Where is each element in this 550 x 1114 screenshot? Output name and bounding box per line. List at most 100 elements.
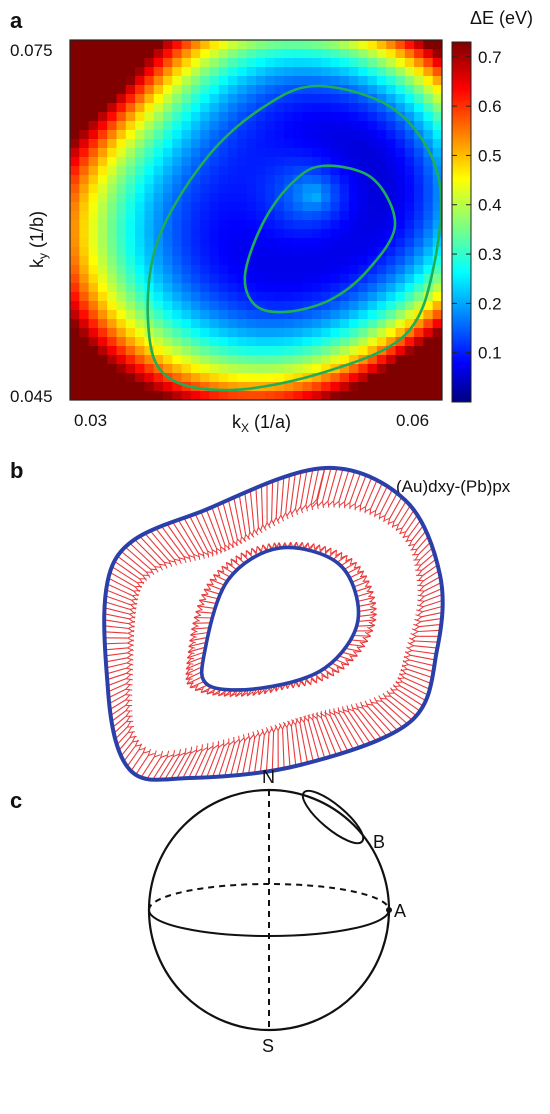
heatmap-cell [423, 139, 434, 149]
spin-arrow [414, 552, 435, 571]
heatmap-cell [107, 58, 118, 68]
heatmap-cell [339, 49, 350, 59]
spin-arrow [105, 595, 138, 610]
heatmap-cell [163, 67, 173, 77]
heatmap-cell [367, 202, 378, 212]
heatmap-cell [163, 121, 173, 131]
spin-arrow [186, 651, 205, 660]
heatmap-cell [116, 229, 127, 239]
heatmap-cell [107, 130, 118, 140]
heatmap-cell [395, 121, 406, 131]
heatmap-cell [125, 148, 136, 158]
heatmap-cell [237, 67, 248, 77]
heatmap-cell [339, 175, 350, 185]
spin-arrow [108, 684, 133, 699]
spin-arrow [224, 736, 240, 777]
heatmap-cell [293, 292, 304, 302]
spin-arrow [347, 641, 366, 649]
heatmap-cell [163, 346, 173, 356]
heatmap-cell [144, 310, 155, 320]
heatmap-cell [311, 283, 322, 293]
heatmap-cell [97, 391, 108, 400]
heatmap-cell [237, 211, 248, 221]
heatmap-cell [125, 175, 136, 185]
heatmap-cell [246, 148, 257, 158]
heatmap-cell [311, 220, 322, 230]
heatmap-cell [432, 274, 442, 284]
heatmap-cell [358, 202, 369, 212]
heatmap-cell [274, 346, 285, 356]
heatmap-cell [218, 292, 229, 302]
heatmap-cell [190, 364, 201, 374]
heatmap-cell [135, 346, 145, 356]
heatmap-cell [237, 139, 248, 149]
heatmap-cell [79, 310, 90, 320]
heatmap-cell [237, 337, 248, 347]
heatmap-cell [339, 211, 350, 221]
heatmap-cell [339, 184, 350, 194]
heatmap-cell [116, 373, 127, 383]
heatmap-cell [274, 247, 285, 257]
heatmap-cell [218, 319, 229, 329]
heatmap-cell [432, 283, 442, 293]
heatmap-cell [376, 112, 387, 122]
heatmap-cell [107, 220, 118, 230]
heatmap-cell [423, 328, 434, 338]
heatmap-cell [88, 247, 99, 257]
heatmap-cell [404, 130, 415, 140]
heatmap-cell [116, 292, 127, 302]
spin-arrow [333, 469, 350, 508]
heatmap-cell [386, 94, 397, 104]
heatmap-cell [218, 274, 229, 284]
heatmap-cell [153, 337, 164, 347]
heatmap-cell [274, 49, 285, 59]
heatmap-cell [107, 202, 118, 212]
heatmap-cell [376, 148, 387, 158]
heatmap-cell [386, 76, 397, 86]
heatmap-cell [116, 256, 127, 266]
spin-arrow [411, 628, 441, 636]
heatmap-cell [330, 49, 341, 59]
heatmap-cell [432, 58, 442, 68]
heatmap-cell [237, 229, 248, 239]
heatmap-cell [274, 166, 285, 176]
heatmap-cell [246, 103, 257, 113]
heatmap-cell [256, 238, 266, 248]
heatmap-cell [181, 265, 192, 275]
heatmap-cell [330, 265, 341, 275]
heatmap-cell [283, 265, 294, 275]
heatmap-cell [209, 301, 220, 311]
y-tick-0.075: 0.075 [10, 41, 53, 60]
spin-arrow [274, 724, 282, 770]
heatmap-cell [228, 49, 238, 59]
heatmap-cell [256, 265, 266, 275]
heatmap-cell [358, 328, 369, 338]
heatmap-cell [153, 220, 164, 230]
heatmap-cell [200, 220, 211, 230]
heatmap-cell [79, 292, 90, 302]
heatmap-cell [274, 265, 285, 275]
heatmap-cell [404, 301, 415, 311]
heatmap-cell [330, 40, 341, 50]
heatmap-cell [358, 67, 369, 77]
heatmap-cell [181, 139, 192, 149]
heatmap-cell [107, 355, 118, 365]
heatmap-cell [107, 85, 118, 95]
heatmap-cell [330, 229, 341, 239]
heatmap-cell [79, 364, 90, 374]
heatmap-cell [330, 238, 341, 248]
heatmap-cell [79, 355, 90, 365]
heatmap-cell [237, 85, 248, 95]
heatmap-cell [376, 238, 387, 248]
heatmap-cell [218, 193, 229, 203]
spin-arrow [306, 468, 320, 511]
heatmap-cell [404, 337, 415, 347]
heatmap-cell [88, 184, 99, 194]
heatmap-cell [311, 328, 322, 338]
heatmap-cell [265, 301, 276, 311]
spin-arrow [206, 740, 225, 778]
heatmap-cell [107, 229, 118, 239]
heatmap-cell [283, 256, 294, 266]
heatmap-cell [274, 103, 285, 113]
heatmap-cell [386, 211, 397, 221]
